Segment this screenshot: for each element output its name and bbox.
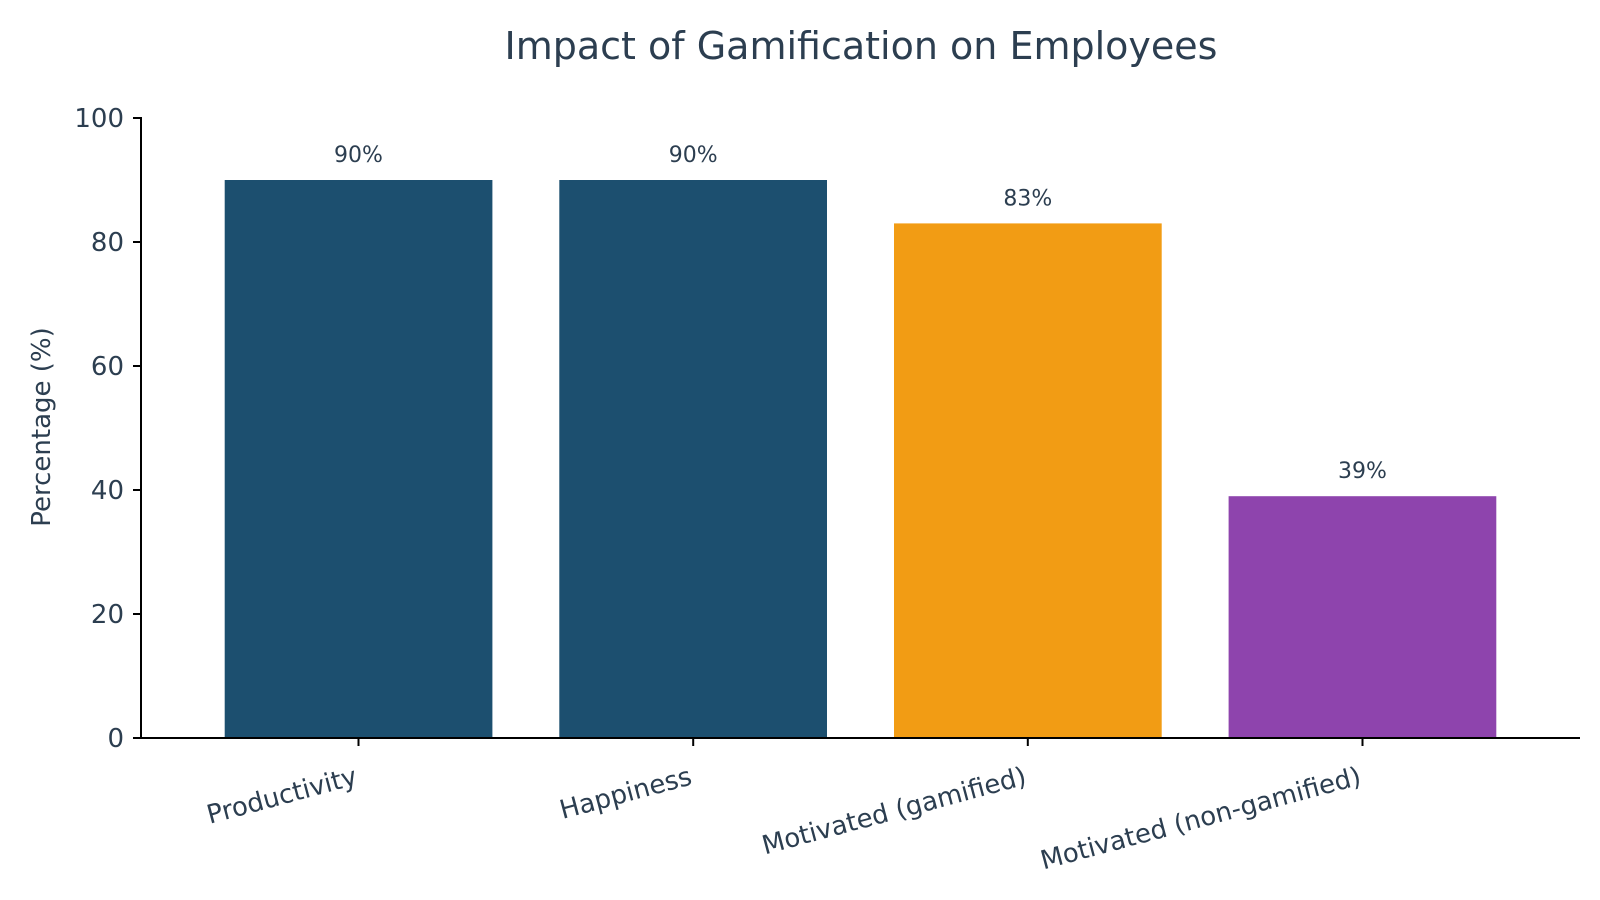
chart-title: Impact of Gamification on Employees [505,24,1218,68]
x-axis: Productivity Happiness Motivated (gamified… [140,737,1580,877]
y-tick-label-40: 40 [91,476,124,506]
y-axis: 0 20 40 60 80 100 [74,104,142,754]
x-tick-label-2: Happiness [557,762,695,826]
data-label-2: 90% [669,143,718,168]
x-tick-label-3: Motivated (gamified) [759,762,1030,861]
data-label-1: 90% [334,143,383,168]
y-tick-label-20: 20 [91,600,124,630]
bar-2 [559,180,827,738]
bar-3 [894,223,1162,738]
x-tick-label-4: Motivated (non-gamified) [1037,762,1364,877]
y-tick-label-100: 100 [74,104,124,134]
y-axis-label: Percentage (%) [27,327,57,527]
data-labels-layer: 90% 90% 83% 39% [334,143,1387,484]
y-tick-label-80: 80 [91,228,124,258]
bar-1 [224,180,493,738]
y-tick-label-60: 60 [91,352,124,382]
y-tick-label-0: 0 [107,724,124,754]
x-tick-label-1: Productivity [204,762,361,831]
data-label-3: 83% [1003,186,1052,211]
bar-4 [1228,496,1497,738]
data-label-4: 39% [1338,459,1387,484]
bars-layer [224,180,1497,738]
